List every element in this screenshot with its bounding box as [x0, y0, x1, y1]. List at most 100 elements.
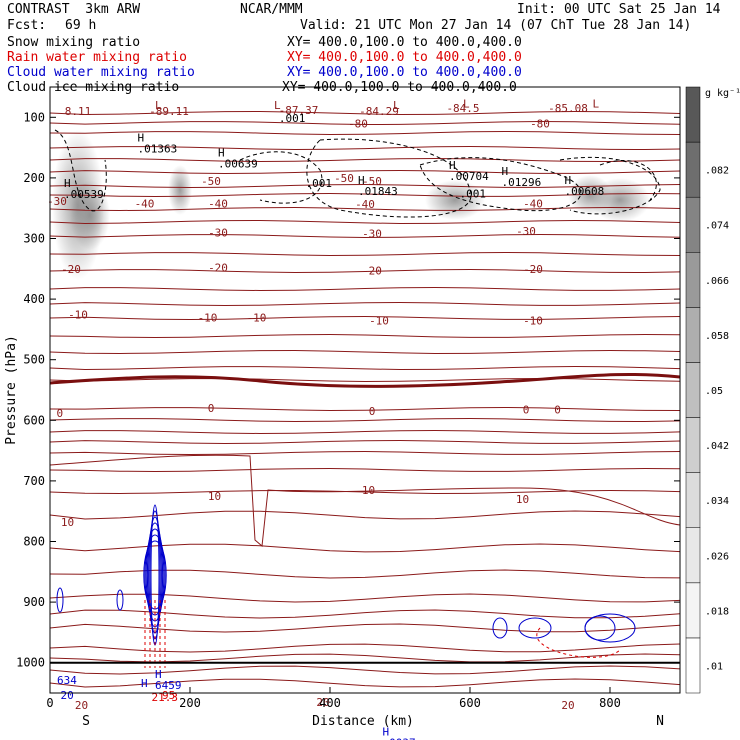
isotherm-label: 10 — [362, 484, 375, 497]
colorbar-segment — [685, 527, 701, 584]
isotherm-label: -40 — [523, 197, 543, 210]
isotherm-line — [49, 183, 681, 189]
rain-contours — [144, 600, 621, 668]
isotherm-label: -40 — [208, 197, 228, 210]
colorbar-label: .042 — [705, 441, 729, 452]
cloud-contour — [584, 613, 636, 643]
isotherm-line — [49, 467, 681, 473]
contour-value-label: .001 — [460, 187, 487, 200]
field-xy-rain: XY= 400.0,100.0 to 400.0,400.0 — [287, 50, 522, 65]
init-time: Init: 00 UTC Sat 25 Jan 14 — [517, 2, 721, 17]
field-name-snow: Snow mixing ratio — [7, 35, 141, 50]
field-xy-cloudwater: XY= 400.0,100.0 to 400.0,400.0 — [287, 65, 522, 80]
isotherm-line — [49, 219, 681, 225]
isotherm-line — [49, 429, 681, 435]
extremum-value: .01296 — [502, 176, 542, 189]
colorbar-label: .034 — [705, 496, 729, 507]
isotherm-label: 20 — [75, 699, 88, 712]
colorbar-label: .026 — [705, 551, 729, 562]
ice-contour-5 — [599, 160, 657, 201]
isotherm-label: -20 — [362, 265, 382, 278]
isotherm-label: -80 — [348, 117, 368, 130]
cloud-ice-contours — [54, 129, 661, 218]
contour-value-label: .001 — [279, 112, 306, 125]
y-tick-label: 200 — [23, 171, 45, 185]
isotherm-line — [49, 569, 681, 579]
snow-shade-5 — [590, 178, 650, 222]
cloud-contour — [116, 589, 124, 611]
extremum-marker: L — [274, 99, 281, 112]
isotherm-line — [49, 665, 681, 675]
model-title: CONTRAST 3km ARW — [7, 2, 141, 17]
isotherm-label: -84.29 — [359, 105, 399, 118]
y-tick-label: 400 — [23, 292, 45, 306]
isotherm-label: -30 — [208, 226, 228, 239]
extremum-value: .00608 — [565, 185, 605, 198]
isotherm-label: -10 — [198, 311, 218, 324]
isotherm-line — [49, 450, 681, 456]
isotherm-line — [49, 417, 681, 423]
isotherm-line — [49, 233, 681, 239]
isotherm-label: 8.11 — [65, 105, 92, 118]
colorbar-segment — [685, 582, 701, 639]
isotherm-line — [49, 315, 681, 321]
colorbar-label: .058 — [705, 331, 729, 342]
y-tick-label: 600 — [23, 413, 45, 427]
isotherm-line — [49, 510, 681, 520]
isotherm-label: 20 — [561, 699, 574, 712]
cloud-contour — [518, 617, 552, 639]
colorbar-segment — [685, 417, 701, 473]
x-tick-label: 600 — [459, 696, 481, 710]
colorbar: .01 .018 .026 .034 .042 .05 .058 .066 .074 .082 — [685, 86, 729, 694]
isotherm-label: -10 — [369, 314, 389, 327]
fcst-label: Fcst: — [7, 18, 47, 33]
isotherm-line — [49, 333, 681, 339]
fcst-value: 69 h — [65, 18, 97, 33]
isotherm-label: 10 — [208, 490, 221, 503]
colorbar-segment — [685, 196, 701, 253]
extremum-marker: L — [463, 98, 470, 111]
field-name-cloudwater: Cloud water mixing ratio — [7, 65, 195, 80]
isotherm-label: 10 — [516, 493, 529, 506]
isotherm-line — [49, 110, 681, 116]
isotherm-label: -80 — [530, 117, 550, 130]
plot-frame — [49, 86, 681, 694]
isotherm-label: -30 — [516, 225, 536, 238]
colorbar-unit: g kg⁻¹ — [705, 88, 740, 99]
isotherm-label: 0 — [369, 405, 376, 418]
direction-right: N — [656, 714, 664, 729]
isotherm-line — [49, 120, 681, 126]
isotherm-label: 0 — [56, 407, 63, 420]
colorbar-segment — [685, 86, 701, 143]
colorbar-segment — [685, 141, 701, 198]
ice-contour-4 — [559, 156, 661, 215]
isotherm-label: -50 — [201, 175, 221, 188]
isotherm-label: 0 — [554, 403, 561, 416]
isotherm-label: -20 — [61, 263, 81, 276]
colorbar-label: .074 — [705, 221, 729, 232]
isotherm-line — [49, 593, 681, 603]
extremum-marker: L — [593, 98, 600, 111]
rain-contour — [536, 627, 621, 658]
isotherm-label: -50 — [334, 172, 354, 185]
snow-shade-2 — [168, 165, 192, 215]
extremum-value: .01843 — [358, 185, 398, 198]
extremum-marker: H — [502, 165, 509, 178]
y-tick-label: 800 — [23, 535, 45, 549]
colorbar-segment — [685, 307, 701, 363]
extremum-marker: H — [449, 159, 456, 172]
x-axis-title: Distance (km) — [312, 714, 414, 729]
colorbar-label: .05 — [705, 386, 723, 397]
contour-value-label: 20 — [61, 689, 74, 702]
isotherm-line — [49, 251, 681, 257]
isotherm-line — [49, 169, 681, 175]
colorbar-segment — [685, 637, 701, 694]
isotherm-label: -10 — [68, 308, 88, 321]
temperature-contours — [49, 110, 681, 688]
x-tick-label: 400 — [319, 696, 341, 710]
isotherm-label: -40 — [355, 198, 375, 211]
y-tick-label: 100 — [23, 110, 45, 124]
y-axis-title: Pressure (hPa) — [4, 335, 19, 445]
extremum-value: .00539 — [64, 188, 104, 201]
